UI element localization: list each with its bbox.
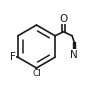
Text: N: N — [70, 50, 78, 60]
Text: F: F — [10, 52, 15, 62]
Text: Cl: Cl — [32, 69, 41, 78]
Text: O: O — [59, 13, 68, 24]
